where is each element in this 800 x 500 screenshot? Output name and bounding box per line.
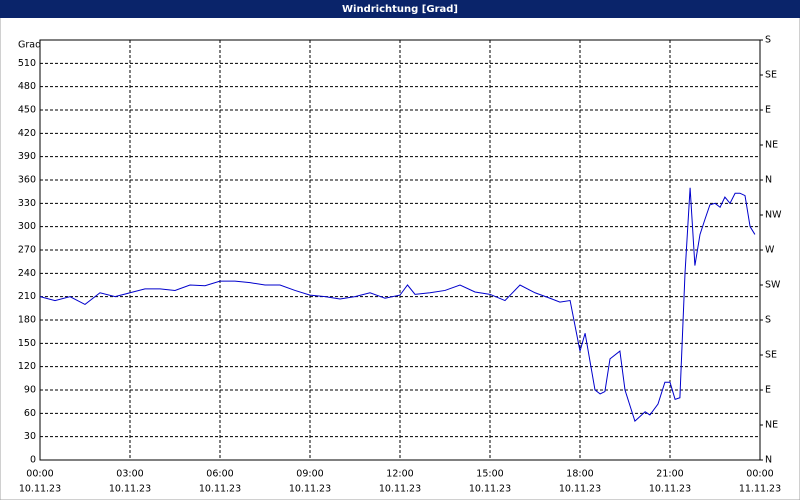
y-tick-label: 210 xyxy=(18,291,36,302)
x-tick-date: 11.11.23 xyxy=(739,484,781,495)
y-tick-label: 180 xyxy=(18,315,36,326)
y2-tick-label: SW xyxy=(765,280,781,291)
y2-tick-label: N xyxy=(765,455,772,466)
data-line xyxy=(39,187,756,423)
y-tick-label: 390 xyxy=(18,151,36,162)
y-axis-label: Grad xyxy=(18,40,41,51)
x-tick-label: 12:00 xyxy=(386,469,413,480)
chart-title: Windrichtung [Grad] xyxy=(342,4,458,15)
x-tick-date: 10.11.23 xyxy=(289,484,331,495)
y2-tick-label: S xyxy=(765,35,771,46)
y-tick-label: 60 xyxy=(24,408,36,419)
x-tick-date: 10.11.23 xyxy=(199,484,241,495)
y2-tick-label: NE xyxy=(765,140,778,151)
y-tick-label: 420 xyxy=(18,128,36,139)
x-tick-label: 06:00 xyxy=(206,469,233,480)
title-bar xyxy=(0,0,800,18)
x-tick-label: 15:00 xyxy=(476,469,503,480)
y2-tick-label: S xyxy=(765,315,771,326)
x-tick-date: 10.11.23 xyxy=(19,484,61,495)
x-tick-date: 10.11.23 xyxy=(109,484,151,495)
y-tick-label: 300 xyxy=(18,221,36,232)
x-tick-date: 10.11.23 xyxy=(649,484,691,495)
y-tick-label: 360 xyxy=(18,175,36,186)
x-tick-date: 10.11.23 xyxy=(469,484,511,495)
y2-tick-label: E xyxy=(765,105,771,116)
y2-tick-label: SE xyxy=(765,70,777,81)
y2-tick-label: NE xyxy=(765,420,778,431)
y-tick-label: 270 xyxy=(18,245,36,256)
x-tick-label: 00:00 xyxy=(746,469,773,480)
x-tick-date: 10.11.23 xyxy=(379,484,421,495)
y-tick-label: 480 xyxy=(18,81,36,92)
x-tick-date: 10.11.23 xyxy=(559,484,601,495)
y-tick-label: 120 xyxy=(18,361,36,372)
y-tick-label: 240 xyxy=(18,268,36,279)
y-tick-label: 150 xyxy=(18,338,36,349)
y-tick-label: 30 xyxy=(24,431,36,442)
x-tick-label: 09:00 xyxy=(296,469,323,480)
y2-tick-label: NW xyxy=(765,210,782,221)
y2-tick-label: W xyxy=(765,245,775,256)
y-tick-label: 0 xyxy=(30,455,36,466)
y2-tick-label: E xyxy=(765,385,771,396)
x-tick-label: 03:00 xyxy=(116,469,143,480)
x-tick-label: 21:00 xyxy=(656,469,683,480)
y-tick-label: 90 xyxy=(24,385,36,396)
y-tick-label: 510 xyxy=(18,58,36,69)
y-tick-label: 450 xyxy=(18,105,36,116)
y2-tick-label: SE xyxy=(765,350,777,361)
x-tick-label: 00:00 xyxy=(26,469,53,480)
y-tick-label: 330 xyxy=(18,198,36,209)
y2-tick-label: N xyxy=(765,175,772,186)
x-tick-label: 18:00 xyxy=(566,469,593,480)
